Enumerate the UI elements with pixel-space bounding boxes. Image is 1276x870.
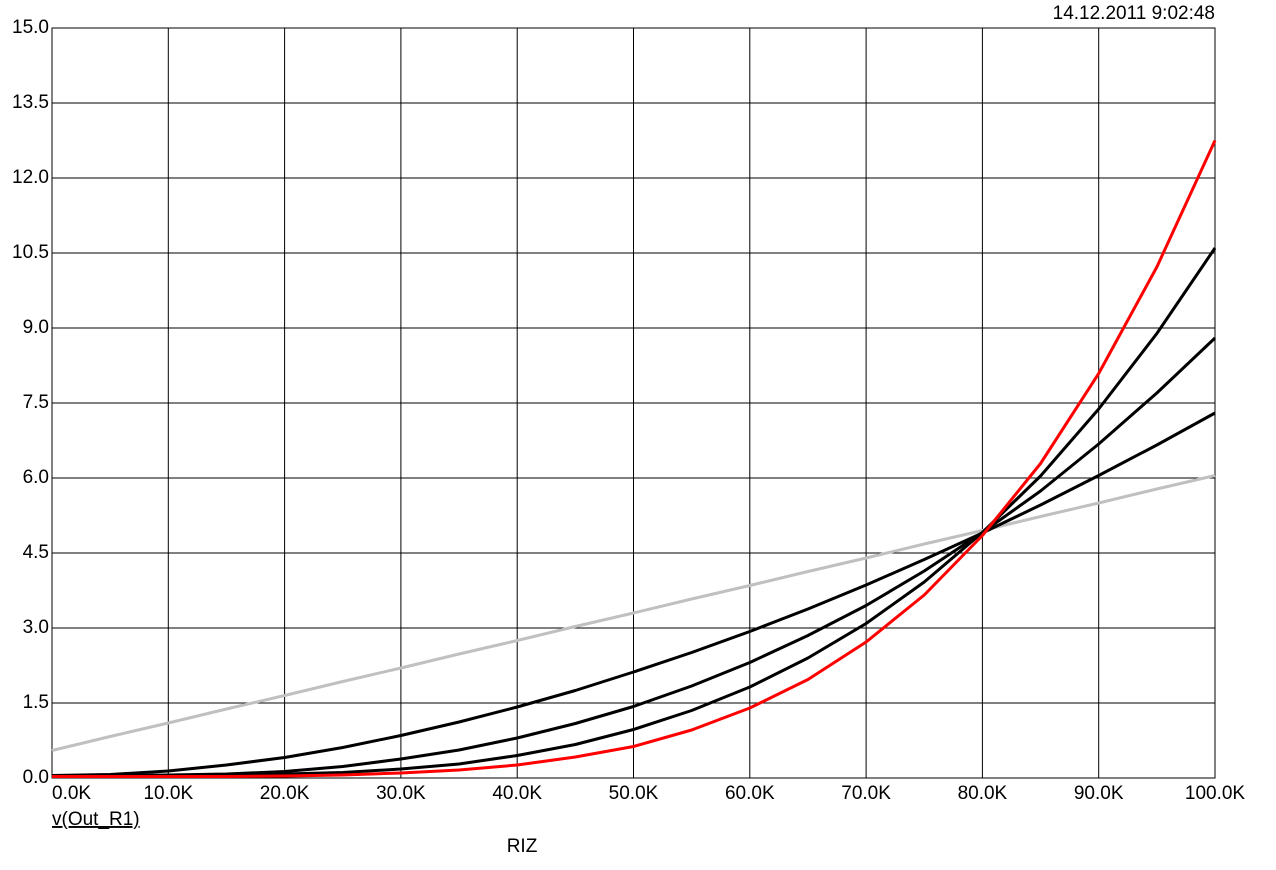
x-tick-label: 50.0K — [609, 783, 659, 804]
y-tick-label: 12.0 — [12, 167, 49, 188]
y-tick-label: 15.0 — [12, 17, 49, 38]
series-line — [52, 247, 1217, 777]
x-tick-label: 20.0K — [260, 783, 310, 804]
y-tick-label: 6.0 — [23, 467, 49, 488]
series-line — [51, 411, 1216, 777]
x-axis-label: RIZ — [507, 836, 538, 857]
y-tick-label: 3.0 — [23, 617, 49, 638]
x-tick-label: 30.0K — [376, 783, 426, 804]
x-tick-label: 60.0K — [725, 783, 775, 804]
x-tick-label: 90.0K — [1074, 783, 1124, 804]
series-line — [52, 139, 1217, 778]
y-tick-label: 9.0 — [23, 317, 49, 338]
y-tick-label: 10.5 — [12, 242, 49, 263]
y-tick-label: 1.5 — [23, 692, 49, 713]
y-axis-label: v(Out_R1) — [52, 809, 140, 830]
x-tick-label: 40.0K — [492, 783, 542, 804]
y-tick-label: 4.5 — [23, 542, 49, 563]
x-tick-label: 10.0K — [143, 783, 193, 804]
x-tick-label: 100.0K — [1185, 783, 1246, 804]
series-line — [51, 474, 1216, 752]
x-tick-label: 80.0K — [958, 783, 1008, 804]
timestamp: 14.12.2011 9:02:48 — [1053, 3, 1215, 24]
plot-frame — [51, 27, 1216, 779]
x-tick-label: 0.0K — [52, 783, 91, 804]
y-tick-label: 0.0 — [23, 767, 49, 788]
y-tick-label: 7.5 — [23, 392, 49, 413]
x-tick-label: 70.0K — [841, 783, 891, 804]
y-tick-label: 13.5 — [12, 92, 49, 113]
